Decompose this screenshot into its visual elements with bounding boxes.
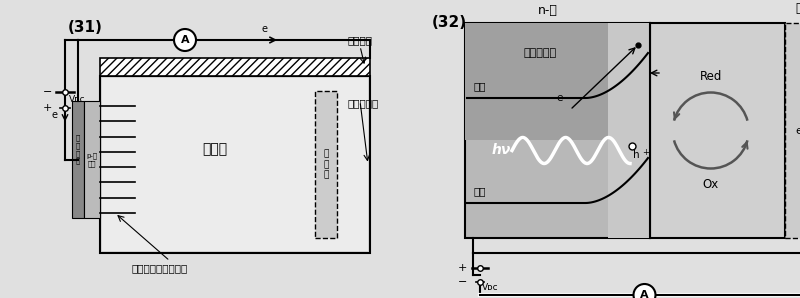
Text: Red: Red [699,69,722,83]
Text: 透光电解槽: 透光电解槽 [348,98,379,108]
Text: e: e [795,125,800,136]
Text: n-硅: n-硅 [538,4,558,18]
Bar [100,76,370,253]
Text: −: − [458,277,467,287]
Text: −: − [42,87,52,97]
Bar [650,23,785,238]
Bar [608,23,650,238]
Bar [72,101,84,218]
Text: e: e [557,93,563,103]
Text: p-硅
基底: p-硅 基底 [86,152,98,167]
Text: A: A [181,35,190,45]
Text: +: + [458,263,467,273]
Text: 导带: 导带 [473,81,486,91]
Bar [100,58,370,76]
Bar [102,78,368,251]
Text: (32): (32) [432,15,467,30]
Text: e: e [51,109,57,119]
Text: 价带: 价带 [473,186,486,196]
Text: 对
电
极: 对 电 极 [323,150,329,179]
Bar [465,23,650,238]
Text: (31): (31) [68,20,103,35]
Text: Vᴅᴄ: Vᴅᴄ [69,95,86,104]
Text: 电解液: 电解液 [202,142,227,156]
Bar [84,101,100,218]
Text: +: + [642,148,649,157]
Text: e: e [262,24,268,34]
Text: hν: hν [492,144,511,158]
Text: Ox: Ox [702,179,719,192]
Text: 维缘挡板: 维缘挡板 [348,35,373,45]
Circle shape [634,284,655,298]
Text: 一维硅纳米结构阵列: 一维硅纳米结构阵列 [132,263,188,273]
Circle shape [174,29,196,51]
Text: 背
面
接
触: 背 面 接 触 [76,135,80,164]
Text: A: A [640,290,649,298]
Text: 对电极: 对电极 [796,1,800,15]
Bar [315,91,337,238]
Bar [465,23,610,140]
Text: h: h [633,150,639,161]
Text: 空间电荷层: 空间电荷层 [523,48,557,58]
Bar [785,23,800,238]
Text: Vᴅᴄ: Vᴅᴄ [482,283,498,291]
Text: +: + [42,103,52,113]
